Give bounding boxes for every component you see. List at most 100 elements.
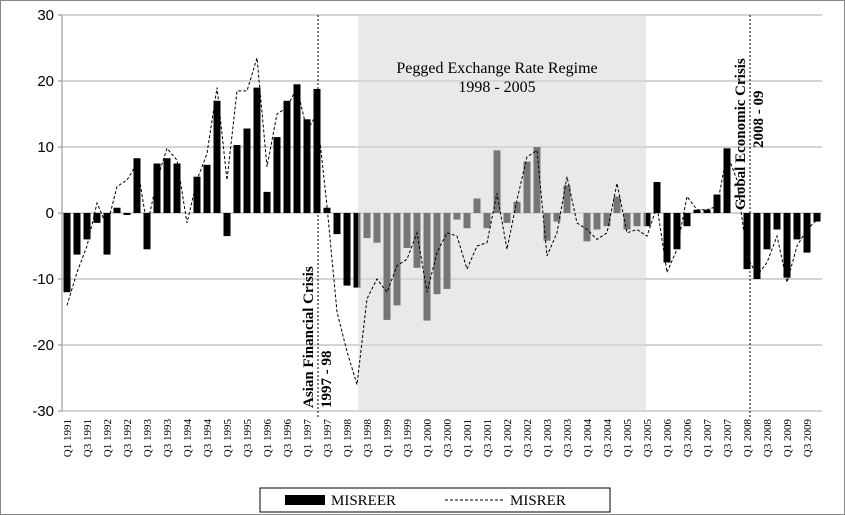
bar xyxy=(663,213,671,263)
annotation: 1998 - 2005 xyxy=(458,79,535,96)
x-tick-label: Q3 1997 xyxy=(322,419,334,458)
x-tick-label: Q1 2002 xyxy=(502,419,514,457)
legend-items: MISREER MISRER xyxy=(285,493,566,509)
bar xyxy=(693,209,701,213)
legend-swatch xyxy=(285,495,325,505)
bar xyxy=(193,176,201,213)
bar xyxy=(123,213,131,215)
bar xyxy=(173,163,181,213)
x-tick-label: Q1 1995 xyxy=(222,419,234,458)
annotation: Global Economic Crisis xyxy=(733,58,749,210)
legend-label: MISRER xyxy=(510,493,566,509)
bar xyxy=(273,137,281,213)
x-tick-label: Q3 1998 xyxy=(362,419,374,458)
x-tick-label: Q3 2001 xyxy=(482,419,494,457)
bar xyxy=(253,87,261,213)
bar xyxy=(153,163,161,213)
x-tick-label: Q1 2008 xyxy=(742,419,754,458)
x-tick-label: Q1 2001 xyxy=(462,419,474,457)
bar xyxy=(93,213,101,223)
x-tick-label: Q3 1999 xyxy=(402,419,414,458)
y-tick-label: -20 xyxy=(32,337,54,354)
y-tick-label: -30 xyxy=(32,403,54,420)
x-tick-label: Q1 1991 xyxy=(62,419,74,457)
x-tick-label: Q3 1995 xyxy=(242,419,254,458)
bar xyxy=(703,209,711,213)
y-tick-label: 10 xyxy=(37,139,54,156)
x-tick-label: Q1 2000 xyxy=(422,419,434,458)
x-tick-label: Q1 1993 xyxy=(142,419,154,458)
bar xyxy=(673,213,681,250)
x-tick-label: Q3 1996 xyxy=(282,419,294,458)
bar xyxy=(783,213,791,278)
bar xyxy=(313,88,321,213)
bar xyxy=(223,213,231,237)
y-tick-label: 20 xyxy=(37,73,54,90)
bar xyxy=(233,145,241,213)
bar xyxy=(113,207,121,213)
bar xyxy=(743,213,751,270)
bar xyxy=(813,213,821,222)
x-tick-label: Q1 2005 xyxy=(622,419,634,458)
bar xyxy=(773,213,781,230)
x-tick-label: Q1 1994 xyxy=(182,419,194,458)
x-tick-label: Q3 2008 xyxy=(762,419,774,458)
bar xyxy=(653,181,661,213)
bar xyxy=(763,213,771,250)
bar xyxy=(143,213,151,250)
x-tick-label: Q3 2000 xyxy=(442,419,454,458)
bar xyxy=(353,213,361,288)
x-tick-label: Q3 1992 xyxy=(122,419,134,457)
x-tick-label: Q1 2006 xyxy=(662,419,674,458)
x-tick-label: Q1 1992 xyxy=(102,419,114,457)
x-tick-label: Q3 2003 xyxy=(562,419,574,458)
x-tick-label: Q3 2006 xyxy=(682,419,694,458)
x-tick-label: Q3 1994 xyxy=(202,419,214,458)
bar xyxy=(163,158,171,213)
legend-label: MISREER xyxy=(331,493,396,509)
y-tick-label: -10 xyxy=(32,271,54,288)
annotation: Asian Financial Crisis xyxy=(301,266,317,408)
x-tick-label: Q3 2004 xyxy=(602,419,614,458)
bar xyxy=(73,213,81,255)
x-tick-label: Q1 1997 xyxy=(302,419,314,458)
bar xyxy=(213,100,221,213)
x-tick-label: Q1 2003 xyxy=(542,419,554,458)
x-tick-label: Q1 2004 xyxy=(582,419,594,458)
x-tick-label: Q3 2005 xyxy=(642,419,654,458)
x-tick-label: Q1 1998 xyxy=(342,419,354,458)
bar xyxy=(243,128,251,213)
bar xyxy=(103,213,111,255)
bar xyxy=(63,213,71,293)
bar xyxy=(723,148,731,213)
bar xyxy=(753,213,761,279)
bar xyxy=(83,213,91,240)
bar xyxy=(283,100,291,213)
bar xyxy=(343,213,351,286)
line xyxy=(66,57,818,385)
bar xyxy=(263,191,271,213)
bar xyxy=(803,213,811,253)
x-tick-label: Q3 1991 xyxy=(82,419,94,457)
annotation: 2008 - 09 xyxy=(751,91,767,149)
bar xyxy=(133,158,141,213)
x-tick-label: Q1 1996 xyxy=(262,419,274,458)
y-tick-label: 0 xyxy=(46,205,54,222)
bar xyxy=(683,213,691,227)
bar xyxy=(643,213,651,227)
x-tick-label: Q1 2009 xyxy=(782,419,794,458)
line-layer xyxy=(66,57,818,385)
x-tick-label: Q3 1993 xyxy=(162,419,174,458)
x-tick-label: Q3 2002 xyxy=(522,419,534,457)
bar xyxy=(333,213,341,235)
bar xyxy=(713,194,721,213)
bar xyxy=(203,164,211,213)
x-tick-label: Q1 1999 xyxy=(382,419,394,458)
x-tick-label: Q3 2009 xyxy=(802,419,814,458)
annotation: 1997 - 98 xyxy=(319,351,335,409)
annotation: Pegged Exchange Rate Regime xyxy=(396,60,597,77)
pegged-region xyxy=(358,15,646,411)
x-tick-label: Q1 2007 xyxy=(702,419,714,458)
x-tick-label: Q3 2007 xyxy=(722,419,734,458)
